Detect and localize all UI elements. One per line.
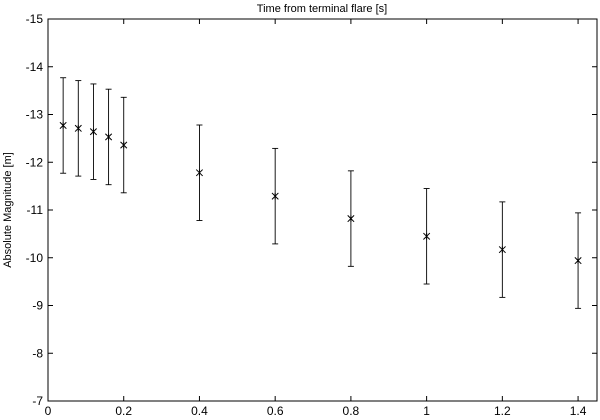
y-tick-label: -14 — [26, 60, 44, 74]
data-point — [347, 170, 355, 267]
x-tick-label: 0.8 — [343, 404, 360, 418]
x-tick-label: 0 — [45, 404, 52, 418]
asterisk-marker — [498, 246, 506, 254]
y-tick-label: -12 — [26, 155, 44, 169]
plot-frame — [47, 18, 598, 402]
y-tick-label: -11 — [27, 203, 44, 217]
data-point — [74, 80, 82, 177]
asterisk-marker — [423, 232, 431, 240]
y-tick-label: -9 — [32, 299, 43, 313]
asterisk-marker — [574, 257, 582, 265]
data-point — [195, 124, 204, 221]
asterisk-marker — [195, 169, 204, 177]
x-tick-label: 0.6 — [267, 404, 284, 418]
asterisk-marker — [271, 192, 279, 200]
data-point — [120, 96, 128, 194]
data-point — [271, 147, 279, 245]
y-tick-label: -8 — [32, 346, 43, 360]
asterisk-marker — [120, 141, 128, 149]
data-point — [498, 201, 506, 298]
x-tick-label: 0.2 — [115, 404, 132, 418]
chart-title: Time from terminal flare [s] — [257, 3, 387, 15]
x-tick-label: 1.2 — [494, 404, 511, 418]
asterisk-marker — [74, 124, 82, 132]
x-tick-label: 1 — [423, 404, 430, 418]
asterisk-marker — [89, 128, 97, 136]
data-points — [59, 77, 582, 309]
asterisk-marker — [59, 121, 67, 130]
asterisk-marker — [347, 215, 355, 223]
y-tick-label: -10 — [26, 251, 44, 265]
data-point — [59, 77, 67, 174]
axis-ticks: 0 0.2 0.4 0.6 0.8 1 1.2 1.4 -15 -14 -13 -12 -11 -10 -9… — [26, 12, 597, 418]
y-tick-label: -15 — [26, 12, 44, 26]
asterisk-marker — [105, 133, 113, 141]
x-tick-label: 0.4 — [191, 404, 208, 418]
data-point — [423, 188, 431, 285]
x-tick-label: 1.4 — [570, 404, 587, 418]
data-point — [574, 212, 582, 309]
data-point — [105, 88, 113, 186]
y-axis-title: Absolute Magnitude [m] — [2, 152, 14, 268]
y-tick-label: -7 — [32, 394, 43, 408]
y-tick-label: -13 — [26, 108, 44, 122]
data-point — [89, 83, 97, 180]
